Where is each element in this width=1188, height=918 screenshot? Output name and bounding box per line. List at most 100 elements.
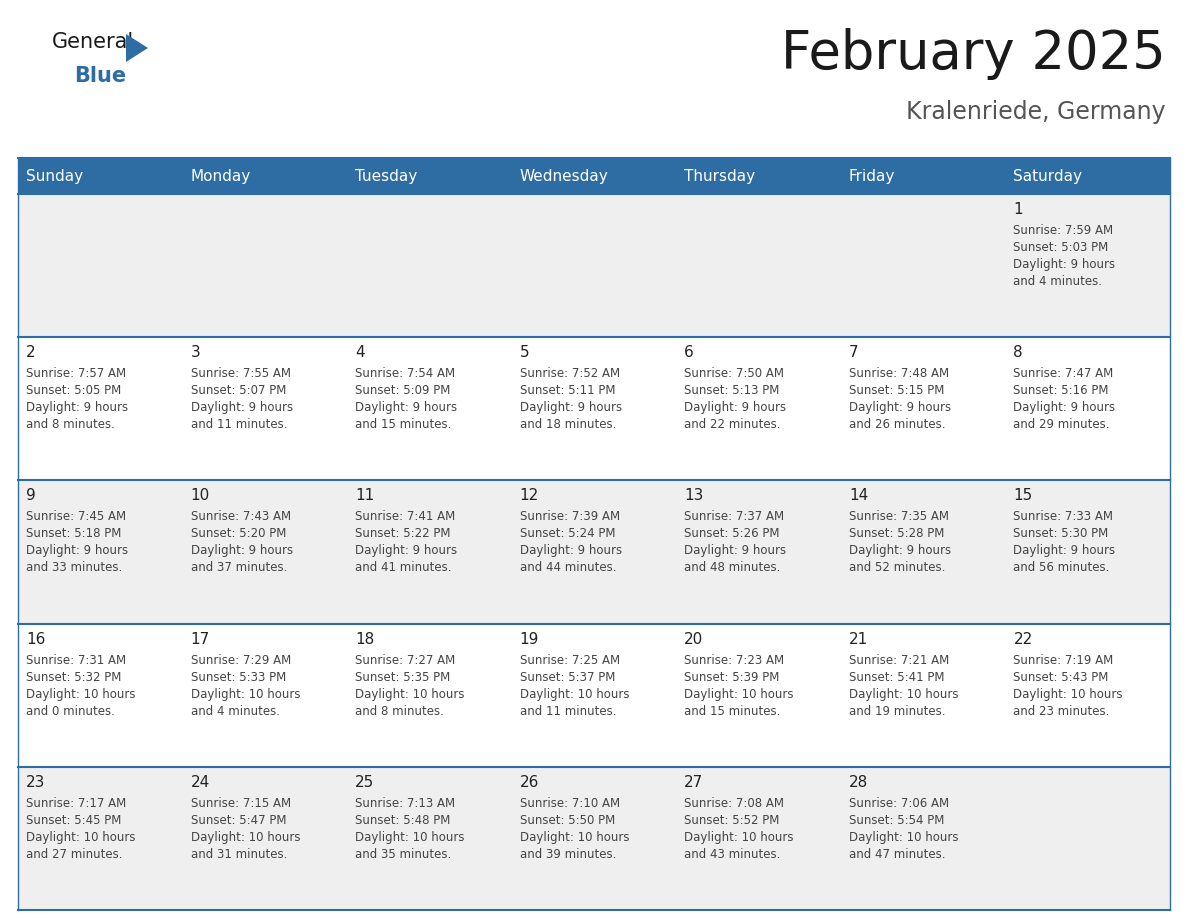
Text: Sunrise: 7:06 AM: Sunrise: 7:06 AM [849,797,949,810]
Text: Sunset: 5:37 PM: Sunset: 5:37 PM [519,671,615,684]
Text: 10: 10 [190,488,210,503]
Text: Daylight: 10 hours: Daylight: 10 hours [519,831,630,844]
Text: and 52 minutes.: and 52 minutes. [849,562,946,575]
Text: Daylight: 10 hours: Daylight: 10 hours [355,688,465,700]
Text: 14: 14 [849,488,868,503]
Text: Sunrise: 7:35 AM: Sunrise: 7:35 AM [849,510,949,523]
Text: Sunrise: 7:33 AM: Sunrise: 7:33 AM [1013,510,1113,523]
Text: Daylight: 10 hours: Daylight: 10 hours [190,688,301,700]
Text: 28: 28 [849,775,868,789]
Text: Daylight: 9 hours: Daylight: 9 hours [26,544,128,557]
Text: and 56 minutes.: and 56 minutes. [1013,562,1110,575]
Text: Sunrise: 7:10 AM: Sunrise: 7:10 AM [519,797,620,810]
Text: and 4 minutes.: and 4 minutes. [1013,275,1102,288]
Text: Daylight: 10 hours: Daylight: 10 hours [26,831,135,844]
Text: Sunrise: 7:19 AM: Sunrise: 7:19 AM [1013,654,1113,666]
Text: 8: 8 [1013,345,1023,360]
Text: and 41 minutes.: and 41 minutes. [355,562,451,575]
Bar [18,767,1170,910]
Text: General: General [52,32,134,52]
Text: Sunset: 5:47 PM: Sunset: 5:47 PM [190,813,286,827]
Text: and 39 minutes.: and 39 minutes. [519,848,617,861]
Text: 1: 1 [1013,202,1023,217]
Text: Friday: Friday [849,169,896,184]
Text: Sunset: 5:16 PM: Sunset: 5:16 PM [1013,385,1108,397]
Text: Sunrise: 7:48 AM: Sunrise: 7:48 AM [849,367,949,380]
Text: and 8 minutes.: and 8 minutes. [355,705,444,718]
Text: Sunset: 5:48 PM: Sunset: 5:48 PM [355,813,450,827]
Text: Daylight: 9 hours: Daylight: 9 hours [849,544,950,557]
Text: Sunrise: 7:55 AM: Sunrise: 7:55 AM [190,367,291,380]
Text: and 26 minutes.: and 26 minutes. [849,419,946,431]
Text: 25: 25 [355,775,374,789]
Text: Sunrise: 7:39 AM: Sunrise: 7:39 AM [519,510,620,523]
Text: Sunset: 5:09 PM: Sunset: 5:09 PM [355,385,450,397]
Text: 13: 13 [684,488,703,503]
Text: Daylight: 10 hours: Daylight: 10 hours [684,831,794,844]
Text: Sunrise: 7:13 AM: Sunrise: 7:13 AM [355,797,455,810]
Text: Sunset: 5:32 PM: Sunset: 5:32 PM [26,671,121,684]
Text: Kralenriede, Germany: Kralenriede, Germany [906,100,1165,124]
Text: 2: 2 [26,345,36,360]
Text: Sunrise: 7:25 AM: Sunrise: 7:25 AM [519,654,620,666]
Text: and 11 minutes.: and 11 minutes. [190,419,287,431]
Text: Sunrise: 7:45 AM: Sunrise: 7:45 AM [26,510,126,523]
Text: 3: 3 [190,345,201,360]
Text: Sunset: 5:05 PM: Sunset: 5:05 PM [26,385,121,397]
Text: Daylight: 9 hours: Daylight: 9 hours [1013,401,1116,414]
Text: and 27 minutes.: and 27 minutes. [26,848,122,861]
Text: Sunrise: 7:29 AM: Sunrise: 7:29 AM [190,654,291,666]
Text: Daylight: 9 hours: Daylight: 9 hours [26,401,128,414]
Text: 6: 6 [684,345,694,360]
Text: Daylight: 9 hours: Daylight: 9 hours [190,401,292,414]
Text: and 4 minutes.: and 4 minutes. [190,705,279,718]
Text: 23: 23 [26,775,45,789]
Text: and 23 minutes.: and 23 minutes. [1013,705,1110,718]
Text: Sunset: 5:52 PM: Sunset: 5:52 PM [684,813,779,827]
Bar [18,158,1170,194]
Text: Sunset: 5:03 PM: Sunset: 5:03 PM [1013,241,1108,254]
Text: 11: 11 [355,488,374,503]
Text: Daylight: 9 hours: Daylight: 9 hours [684,401,786,414]
Text: Sunrise: 7:57 AM: Sunrise: 7:57 AM [26,367,126,380]
Text: and 15 minutes.: and 15 minutes. [355,419,451,431]
Text: 19: 19 [519,632,539,646]
Text: and 18 minutes.: and 18 minutes. [519,419,617,431]
Text: Sunset: 5:33 PM: Sunset: 5:33 PM [190,671,286,684]
Text: Daylight: 10 hours: Daylight: 10 hours [26,688,135,700]
Text: 7: 7 [849,345,859,360]
Text: Daylight: 10 hours: Daylight: 10 hours [849,831,959,844]
Text: and 35 minutes.: and 35 minutes. [355,848,451,861]
Text: and 19 minutes.: and 19 minutes. [849,705,946,718]
Text: Daylight: 10 hours: Daylight: 10 hours [355,831,465,844]
Text: 22: 22 [1013,632,1032,646]
Text: Sunrise: 7:15 AM: Sunrise: 7:15 AM [190,797,291,810]
Text: 16: 16 [26,632,45,646]
Text: Sunrise: 7:17 AM: Sunrise: 7:17 AM [26,797,126,810]
Text: and 47 minutes.: and 47 minutes. [849,848,946,861]
Text: Daylight: 9 hours: Daylight: 9 hours [519,401,621,414]
Polygon shape [126,34,148,62]
Text: 26: 26 [519,775,539,789]
Text: Sunset: 5:41 PM: Sunset: 5:41 PM [849,671,944,684]
Text: Daylight: 10 hours: Daylight: 10 hours [684,688,794,700]
Text: 9: 9 [26,488,36,503]
Text: Sunset: 5:30 PM: Sunset: 5:30 PM [1013,528,1108,541]
Text: Daylight: 10 hours: Daylight: 10 hours [849,688,959,700]
Text: and 22 minutes.: and 22 minutes. [684,419,781,431]
Text: Thursday: Thursday [684,169,756,184]
Text: Daylight: 9 hours: Daylight: 9 hours [519,544,621,557]
Text: Sunset: 5:22 PM: Sunset: 5:22 PM [355,528,450,541]
Text: and 29 minutes.: and 29 minutes. [1013,419,1110,431]
Text: Sunset: 5:50 PM: Sunset: 5:50 PM [519,813,615,827]
Text: Sunrise: 7:50 AM: Sunrise: 7:50 AM [684,367,784,380]
Text: Daylight: 9 hours: Daylight: 9 hours [684,544,786,557]
Text: Sunset: 5:18 PM: Sunset: 5:18 PM [26,528,121,541]
Bar [18,337,1170,480]
Text: Sunrise: 7:27 AM: Sunrise: 7:27 AM [355,654,455,666]
Text: Sunset: 5:28 PM: Sunset: 5:28 PM [849,528,944,541]
Text: Sunset: 5:20 PM: Sunset: 5:20 PM [190,528,286,541]
Text: Daylight: 9 hours: Daylight: 9 hours [355,544,457,557]
Text: Sunset: 5:11 PM: Sunset: 5:11 PM [519,385,615,397]
Bar [18,623,1170,767]
